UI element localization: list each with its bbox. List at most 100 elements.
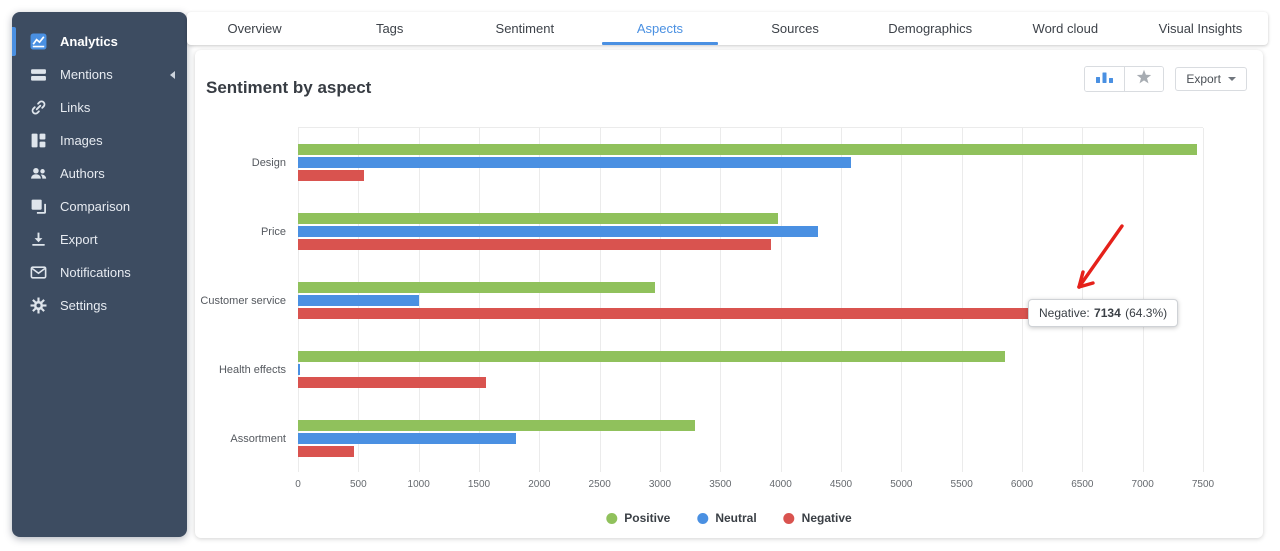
- export-button-label: Export: [1186, 72, 1221, 86]
- notifications-icon: [30, 264, 47, 281]
- bar-health-effects-positive[interactable]: [298, 351, 1006, 362]
- sidebar-item-analytics[interactable]: Analytics: [12, 25, 187, 58]
- legend-label: Negative: [801, 511, 852, 525]
- legend-label: Positive: [624, 511, 671, 525]
- gridline: [780, 128, 782, 472]
- bar-design-negative[interactable]: [298, 170, 365, 181]
- sidebar-item-notifications[interactable]: Notifications: [12, 256, 187, 289]
- bar-customer-service-neutral[interactable]: [298, 295, 419, 306]
- legend-item-neutral[interactable]: Neutral: [697, 511, 757, 525]
- legend-dot-negative: [783, 512, 795, 524]
- radar-chart-view-button[interactable]: [1124, 67, 1164, 91]
- x-axis-tick-label: 0: [295, 479, 301, 490]
- tooltip-series-label: Negative:: [1039, 306, 1090, 320]
- tab-word-cloud[interactable]: Word cloud: [1032, 21, 1099, 36]
- export-icon: [30, 231, 47, 248]
- chart-type-toggle: [1084, 66, 1165, 92]
- sidebar-item-settings[interactable]: Settings: [12, 289, 187, 322]
- bar-price-neutral[interactable]: [298, 226, 819, 237]
- sidebar-item-images[interactable]: Images: [12, 124, 187, 157]
- sentiment-by-aspect-panel: Sentiment by aspect Export 0 500 1000 1500 2…: [195, 50, 1263, 538]
- bar-assortment-positive[interactable]: [298, 420, 695, 431]
- legend-item-negative[interactable]: Negative: [783, 511, 852, 525]
- sidebar-item-label: Links: [60, 100, 91, 115]
- x-axis-tick-label: 7500: [1191, 479, 1215, 490]
- legend-dot-neutral: [697, 512, 709, 524]
- sidebar-item-label: Images: [60, 133, 103, 148]
- gridline: [841, 128, 842, 472]
- legend-dot-positive: [606, 512, 618, 524]
- gridline: [901, 128, 903, 472]
- analytics-tabbar: Overview Tags Sentiment Aspects Sources Demog…: [187, 12, 1268, 45]
- comparison-icon: [30, 198, 47, 215]
- bar-chart-view-button[interactable]: [1085, 67, 1125, 91]
- tab-demographics[interactable]: Demographics: [888, 21, 973, 36]
- bar-customer-service-positive[interactable]: [298, 282, 656, 293]
- bar-health-effects-neutral[interactable]: [298, 364, 301, 375]
- export-button[interactable]: Export: [1175, 67, 1247, 91]
- sidebar-item-comparison[interactable]: Comparison: [12, 190, 187, 223]
- category-label-health-effects: Health effects: [218, 363, 286, 376]
- sidebar-item-label: Analytics: [60, 34, 118, 49]
- images-icon: [30, 132, 47, 149]
- sidebar-item-label: Mentions: [60, 67, 113, 82]
- x-axis-tick-label: 4000: [769, 479, 792, 490]
- x-axis-tick-label: 1000: [407, 479, 430, 490]
- bar-health-effects-negative[interactable]: [298, 377, 487, 388]
- chart-tooltip: Negative: 7134 (64.3%): [1028, 299, 1179, 327]
- chart-legend: Positive Neutral Negative: [606, 511, 852, 525]
- gridline: [660, 128, 661, 472]
- sidebar-item-links[interactable]: Links: [12, 91, 187, 124]
- category-label-price: Price: [260, 225, 286, 238]
- tab-aspects[interactable]: Aspects: [592, 12, 727, 45]
- bar-price-positive[interactable]: [298, 213, 779, 224]
- settings-icon: [30, 297, 47, 314]
- bar-price-negative[interactable]: [298, 239, 771, 250]
- tab-sentiment[interactable]: Sentiment: [495, 21, 555, 36]
- tab-tags[interactable]: Tags: [375, 21, 404, 36]
- tooltip-percent: (64.3%): [1125, 306, 1168, 320]
- x-axis-tick-label: 6000: [1010, 479, 1034, 490]
- x-axis-tick-label: 3500: [709, 479, 732, 490]
- tab-overview[interactable]: Overview: [227, 21, 282, 36]
- category-label-customer-service: Customer service: [200, 294, 286, 307]
- bar-assortment-neutral[interactable]: [298, 433, 517, 444]
- bar-customer-service-negative[interactable]: [298, 308, 1159, 319]
- gridline: [539, 128, 541, 472]
- sidebar: Analytics Mentions Links Images Authors Compa…: [12, 12, 187, 537]
- sidebar-item-label: Comparison: [60, 199, 131, 214]
- bar-design-neutral[interactable]: [298, 157, 851, 168]
- x-axis-tick-label: 2000: [528, 479, 551, 490]
- tab-sources[interactable]: Sources: [771, 21, 819, 36]
- sidebar-item-authors[interactable]: Authors: [12, 157, 187, 190]
- collapse-arrow-icon: [170, 70, 175, 79]
- tab-visual-insights[interactable]: Visual Insights: [1158, 21, 1243, 36]
- category-label-assortment: Assortment: [230, 432, 286, 445]
- bar-chart-icon: [1095, 70, 1115, 89]
- active-item-indicator: [12, 27, 16, 56]
- links-icon: [30, 99, 47, 116]
- sidebar-item-label: Authors: [60, 166, 105, 181]
- gridline: [418, 128, 420, 472]
- gridline: [599, 128, 601, 472]
- sidebar-item-mentions[interactable]: Mentions: [12, 58, 187, 91]
- gridline: [720, 128, 722, 472]
- gridline: [1022, 128, 1023, 472]
- sidebar-item-export[interactable]: Export: [12, 223, 187, 256]
- x-axis-tick-label: 2500: [588, 479, 611, 490]
- mentions-icon: [30, 66, 47, 83]
- x-axis-tick-label: 3000: [648, 479, 672, 490]
- radar-chart-icon: [1136, 69, 1152, 90]
- sidebar-item-label: Notifications: [60, 265, 131, 280]
- page-title: Sentiment by aspect: [206, 78, 372, 98]
- bar-design-positive[interactable]: [298, 144, 1197, 155]
- bar-assortment-negative[interactable]: [298, 446, 354, 457]
- legend-item-positive[interactable]: Positive: [606, 511, 670, 525]
- x-axis-tick-label: 7000: [1131, 479, 1154, 490]
- x-axis-tick-label: 6500: [1071, 479, 1094, 490]
- gridline: [961, 128, 963, 472]
- x-axis-tick-label: 5000: [890, 479, 913, 490]
- gridline: [479, 128, 480, 472]
- x-axis-tick-label: 5500: [950, 479, 973, 490]
- sidebar-item-label: Export: [60, 232, 98, 247]
